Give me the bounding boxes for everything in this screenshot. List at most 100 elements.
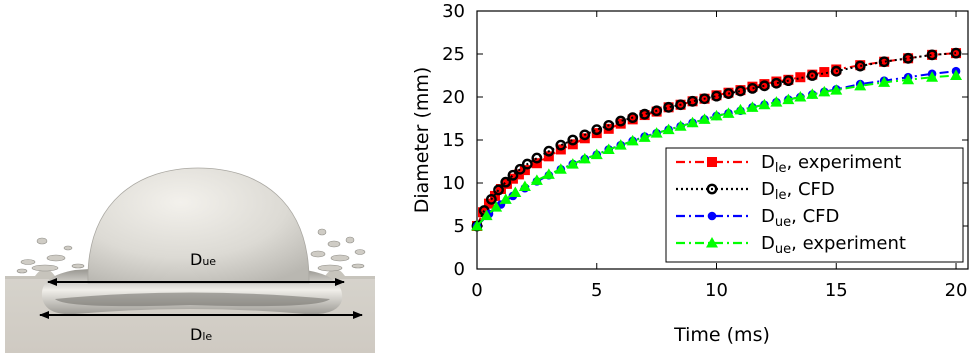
legend-entry: Due, CFD [676,206,839,230]
data-point [500,176,512,188]
series-line [476,52,957,227]
y-axis-label: Diameter (mm) [411,67,433,214]
data-point [759,79,770,90]
x-axis-ticks: 0 5 10 15 20 [471,11,967,301]
data-point [830,65,842,77]
data-point [698,113,711,124]
x-tick-label: 10 [705,280,728,301]
data-point [759,80,770,92]
data-point [710,109,723,121]
data-point [770,96,783,107]
data-point [493,184,504,196]
data-point [926,49,938,61]
legend-entry: Due, experiment [676,233,906,257]
legend-marker [706,183,718,195]
data-point [819,67,830,78]
data-point [902,52,914,64]
droplet-simulation-image: Due Dle [5,167,375,353]
data-point [782,75,794,87]
y-tick-label: 25 [442,44,465,65]
data-point [614,139,627,150]
data-point [627,112,639,124]
data-point [490,201,503,212]
data-point [854,60,866,72]
crater-shadow [55,292,330,307]
legend-entry: Dle, CFD [676,179,835,203]
data-point [675,99,686,111]
data-point [770,77,782,89]
data-point [758,98,771,110]
data-point [530,174,543,185]
data-point [734,103,747,115]
data-point [687,95,698,107]
data-point [806,88,819,99]
data-point [806,70,818,81]
data-point [782,93,795,105]
data-point [566,158,579,169]
data-point [603,119,615,131]
data-point [499,193,512,204]
data-point [554,163,567,174]
data-point [495,184,506,195]
data-point [854,79,867,91]
data-point [555,139,567,151]
data-point [927,49,938,60]
y-axis-ticks: 0 5 10 15 20 25 30 [442,1,968,280]
data-point [651,105,663,117]
data-point [518,180,531,191]
data-point [794,91,807,102]
legend-marker [707,157,717,167]
data-point [831,64,842,75]
data-point [747,81,758,92]
legend-label: Due, experiment [761,233,906,257]
series-1 [471,47,962,232]
data-point [662,123,675,135]
data-point [627,114,638,125]
x-axis-label: Time (ms) [673,324,770,346]
data-point [830,84,843,95]
data-point [950,47,962,59]
secondary-droplets-right [310,228,366,272]
data-point [735,85,746,96]
x-tick-label: 0 [471,280,482,301]
lower-diameter-label: Dle [190,325,212,344]
data-point [711,90,722,101]
data-point [579,129,591,141]
data-point [687,96,698,107]
data-point [531,152,543,164]
legend-entry: Dle, experiment [676,152,901,176]
data-point [723,88,734,99]
data-point [591,124,603,136]
data-point [722,107,735,118]
legend-marker [706,237,718,248]
data-point [926,71,939,82]
data-point [615,118,626,129]
data-point [951,48,962,59]
upper-diameter-label: Due [190,250,216,269]
y-tick-label: 0 [454,259,465,280]
legend-label: Due, CFD [761,206,839,230]
data-point [578,152,591,164]
x-tick-label: 15 [825,280,848,301]
legend-label: Dle, experiment [761,152,901,176]
data-point [663,102,674,113]
x-tick-label: 20 [945,280,968,301]
data-point [590,148,603,160]
data-point [514,163,526,175]
data-point [686,116,699,128]
series-layer [471,47,963,232]
data-point [878,56,890,68]
data-point [879,56,890,67]
data-point [902,73,915,85]
data-point [509,186,522,197]
data-point [711,90,722,102]
secondary-droplets-left [16,237,85,274]
data-point [795,72,806,83]
data-point [602,143,615,154]
data-point [771,76,782,87]
data-point [543,145,555,157]
y-tick-label: 15 [442,130,465,151]
data-point [747,83,758,94]
data-point [639,110,650,121]
